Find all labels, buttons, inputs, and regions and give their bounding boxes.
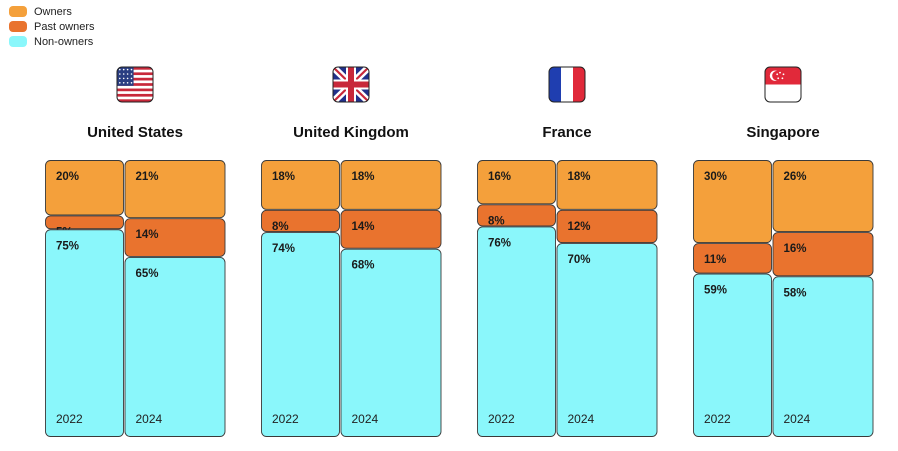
segment-label-united-states-2024-owners: 21%	[136, 171, 159, 183]
country-group-singapore: Singapore 30% 11% 59% 2022 26% 16% 58% 2024	[693, 66, 874, 437]
year-label-united-states-2022: 2022	[56, 412, 83, 426]
country-title-united-kingdom: United Kingdom	[293, 124, 409, 141]
segment-label-united-kingdom-2024-past-owners: 14%	[352, 221, 375, 233]
legend-item-non-owners: Non-owners	[9, 34, 95, 49]
segment-label-united-states-2022-owners: 20%	[56, 171, 79, 183]
legend-label-past-owners: Past owners	[34, 20, 95, 33]
segment-label-united-kingdom-2024-owners: 18%	[352, 171, 375, 183]
segment-label-france-2024-past-owners: 12%	[568, 221, 591, 233]
segment-united-states-2022-past-owners	[45, 215, 124, 230]
segment-label-united-kingdom-2022-non-owners: 74%	[272, 243, 295, 255]
year-label-france-2022: 2022	[488, 412, 515, 426]
segment-united-states-2024-owners	[124, 160, 226, 219]
uk-flag-icon	[332, 66, 370, 103]
segment-united-kingdom-2024-owners	[340, 160, 442, 210]
legend-label-owners: Owners	[34, 5, 72, 18]
segment-label-france-2022-past-owners: 8%	[488, 215, 505, 227]
segment-label-singapore-2022-non-owners: 59%	[704, 285, 727, 297]
country-title-united-states: United States	[87, 124, 183, 141]
segment-label-united-kingdom-2022-owners: 18%	[272, 171, 295, 183]
year-label-united-kingdom-2022: 2022	[272, 412, 299, 426]
segment-label-singapore-2022-owners: 30%	[704, 171, 727, 183]
year-label-singapore-2022: 2022	[704, 412, 731, 426]
legend-label-non-owners: Non-owners	[34, 35, 94, 48]
singapore-flag-icon	[764, 66, 802, 103]
segment-united-states-2022-non-owners	[45, 229, 124, 437]
segment-label-united-kingdom-2024-non-owners: 68%	[352, 260, 375, 272]
legend-swatch-past-owners	[9, 21, 27, 32]
segment-united-states-2022-owners	[45, 160, 124, 216]
segment-france-2022-past-owners	[477, 204, 556, 227]
year-label-united-kingdom-2024: 2024	[352, 412, 379, 426]
segment-france-2024-owners	[556, 160, 658, 210]
legend-swatch-non-owners	[9, 36, 27, 47]
segment-label-singapore-2024-past-owners: 16%	[784, 243, 807, 255]
segment-united-kingdom-2022-past-owners	[261, 209, 340, 232]
year-label-united-states-2024: 2024	[136, 412, 163, 426]
segment-label-france-2022-non-owners: 76%	[488, 237, 511, 249]
segment-label-united-states-2024-non-owners: 65%	[136, 268, 159, 280]
segment-label-france-2022-owners: 16%	[488, 171, 511, 183]
segment-label-france-2024-non-owners: 70%	[568, 254, 591, 266]
year-label-singapore-2024: 2024	[784, 412, 811, 426]
segment-label-united-states-2022-non-owners: 75%	[56, 240, 79, 252]
country-group-united-kingdom: United Kingdom 18% 8% 74% 2022 18% 14% 68% 2024	[261, 66, 442, 437]
segment-france-2024-non-owners	[556, 243, 658, 437]
segment-label-singapore-2022-past-owners: 11%	[704, 254, 726, 266]
segment-france-2024-past-owners	[556, 209, 658, 244]
segment-united-kingdom-2022-non-owners	[261, 232, 340, 437]
segment-label-united-states-2024-past-owners: 14%	[136, 229, 159, 241]
segment-singapore-2022-non-owners	[693, 273, 772, 437]
segment-united-kingdom-2024-past-owners	[340, 209, 442, 249]
segment-label-france-2024-owners: 18%	[568, 171, 591, 183]
legend-item-owners: Owners	[9, 4, 95, 19]
year-label-france-2024: 2024	[568, 412, 595, 426]
country-title-singapore: Singapore	[746, 124, 819, 141]
segment-france-2022-non-owners	[477, 226, 556, 437]
segment-label-singapore-2024-non-owners: 58%	[784, 287, 807, 299]
segment-singapore-2024-owners	[772, 160, 874, 232]
us-flag-icon	[116, 66, 154, 103]
segment-singapore-2022-owners	[693, 160, 772, 244]
legend-swatch-owners	[9, 6, 27, 17]
segment-united-states-2024-past-owners	[124, 218, 226, 257]
country-group-france: France 16% 8% 76% 2022 18% 12% 70% 2024	[477, 66, 658, 437]
segment-united-states-2024-non-owners	[124, 257, 226, 437]
segment-singapore-2024-past-owners	[772, 232, 874, 277]
segment-label-singapore-2024-owners: 26%	[784, 171, 807, 183]
legend-item-past-owners: Past owners	[9, 19, 95, 34]
country-title-france: France	[542, 124, 591, 141]
legend: Owners Past owners Non-owners	[9, 4, 95, 49]
segment-france-2022-owners	[477, 160, 556, 205]
france-flag-icon	[548, 66, 586, 103]
segment-united-kingdom-2024-non-owners	[340, 248, 442, 437]
segment-singapore-2024-non-owners	[772, 276, 874, 437]
segment-singapore-2022-past-owners	[693, 243, 772, 274]
segment-united-kingdom-2022-owners	[261, 160, 340, 210]
segment-label-united-kingdom-2022-past-owners: 8%	[272, 221, 289, 233]
